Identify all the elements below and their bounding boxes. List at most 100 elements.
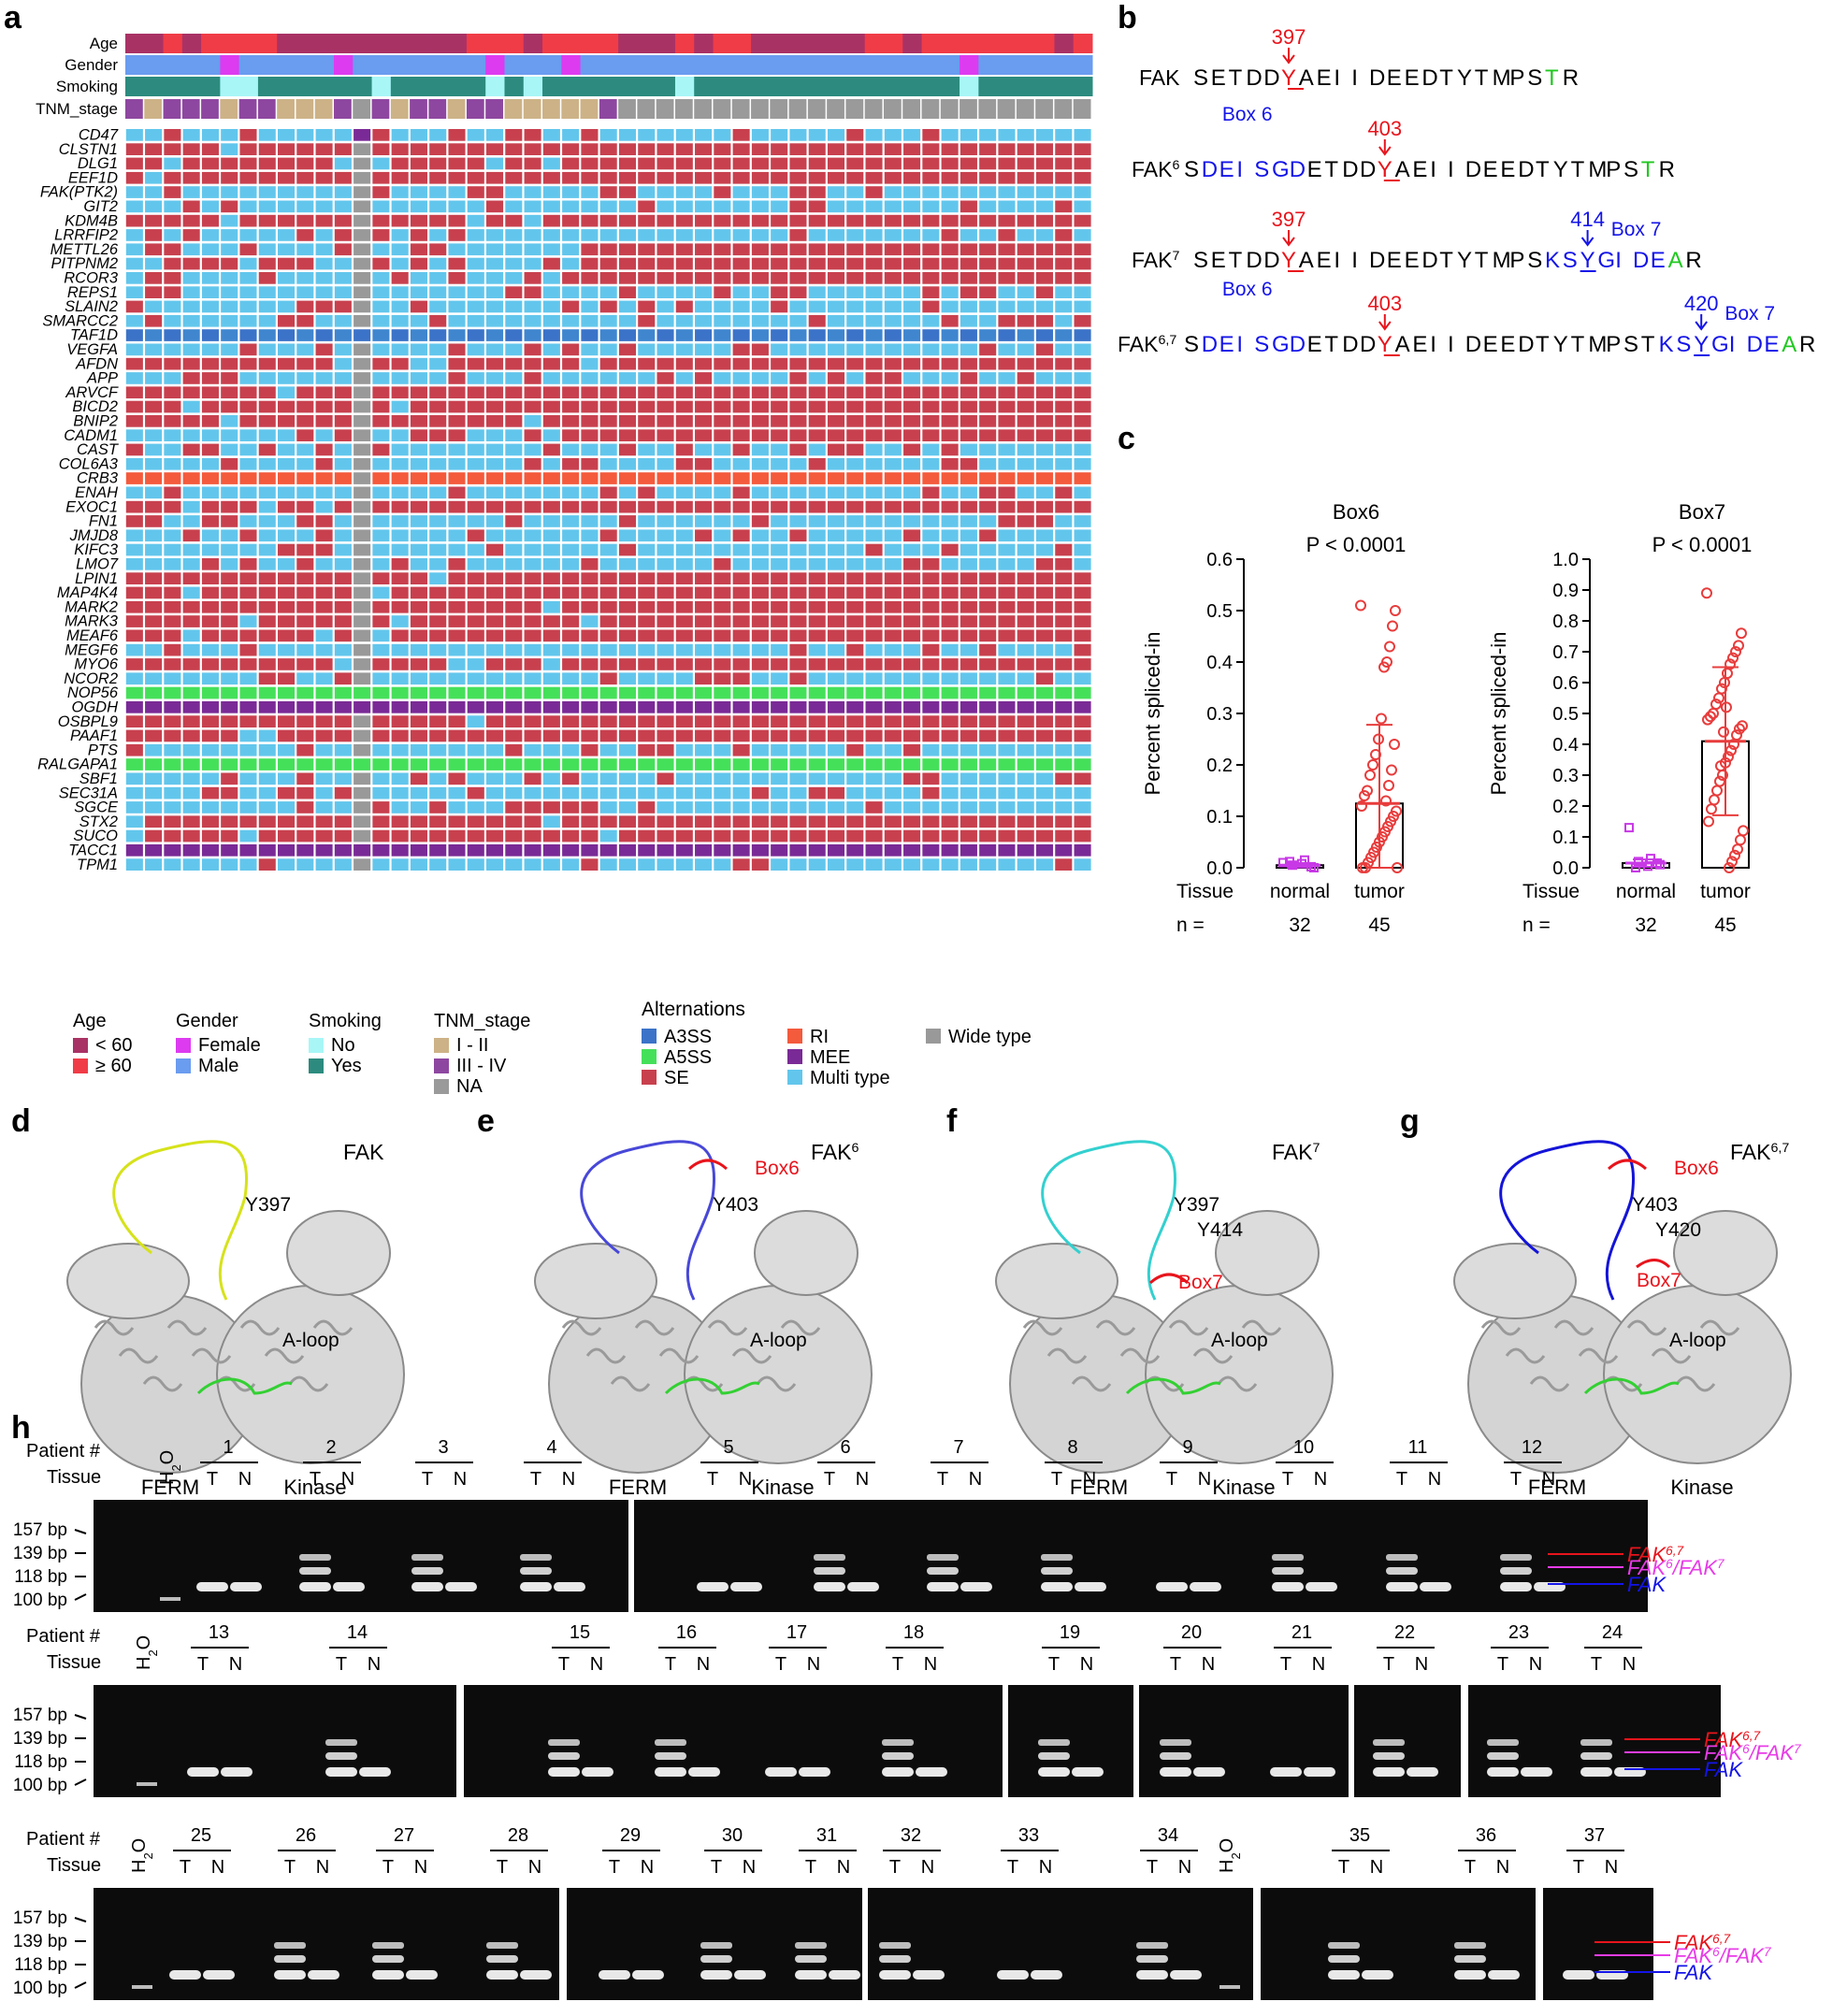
heatmap-cell — [941, 343, 959, 356]
heatmap-cell — [618, 400, 637, 413]
tnm-cell — [674, 99, 693, 119]
heatmap-cell — [941, 615, 959, 627]
patient-number: 17 — [786, 1622, 807, 1643]
heatmap-cell — [941, 200, 959, 213]
heatmap-cell — [941, 572, 959, 584]
heatmap-cell — [448, 457, 466, 470]
heatmap-cell — [714, 672, 731, 685]
heatmap-cell — [486, 457, 504, 470]
heatmap-cell — [486, 758, 504, 770]
heatmap-cell — [542, 829, 560, 842]
band-T-fak67 — [299, 1554, 331, 1561]
heatmap-cell — [391, 472, 409, 484]
smoking-cell — [1073, 77, 1093, 96]
heatmap-cell — [315, 801, 333, 814]
heatmap-cell — [771, 729, 788, 742]
heatmap-cell — [998, 586, 1016, 599]
heatmap-cell — [125, 629, 143, 642]
tumor-point — [1357, 862, 1368, 873]
heatmap-cell — [354, 186, 371, 198]
heatmap-cell — [789, 858, 807, 871]
heatmap-cell — [599, 200, 617, 213]
heatmap-cell — [201, 372, 219, 384]
age-cell — [277, 34, 296, 53]
band-T-fak67 — [700, 1942, 732, 1949]
heatmap-cell — [182, 701, 200, 713]
age-cell — [1073, 34, 1093, 53]
tumor-point — [1384, 641, 1395, 653]
heatmap-cell — [125, 314, 143, 327]
tnm-cell — [978, 99, 997, 119]
heatmap-cell — [789, 600, 807, 613]
chart-title: Box7 — [1679, 500, 1725, 524]
heatmap-cell — [277, 272, 296, 284]
heatmap-cell — [201, 314, 219, 327]
heatmap-cell — [334, 357, 352, 370]
heatmap-cell — [903, 472, 921, 484]
heatmap-cell — [505, 143, 523, 155]
legend-alt-swatch — [642, 1029, 657, 1044]
tnm-cell — [428, 99, 447, 119]
heatmap-cell — [695, 486, 713, 499]
heatmap-cell — [334, 429, 352, 441]
heatmap-cell — [1055, 686, 1073, 699]
heatmap-cell — [239, 701, 257, 713]
heatmap-cell — [277, 758, 296, 770]
heatmap-cell — [827, 357, 845, 370]
heatmap-cell — [429, 572, 447, 584]
heatmap-cell — [467, 314, 484, 327]
heatmap-cell — [675, 129, 693, 141]
heatmap-cell — [524, 214, 541, 227]
gender-cell — [731, 55, 752, 75]
heatmap-cell — [354, 171, 371, 184]
heatmap-cell — [771, 243, 788, 256]
heatmap-cell — [695, 643, 713, 656]
heatmap-cell — [315, 386, 333, 399]
heatmap-cell — [941, 143, 959, 155]
heatmap-cell — [542, 815, 560, 828]
heatmap-cell — [599, 257, 617, 270]
heatmap-cell — [581, 357, 599, 370]
heatmap-cell — [1055, 214, 1073, 227]
heatmap-cell — [1035, 314, 1054, 327]
heatmap-cell — [201, 629, 219, 642]
heatmap-cell — [771, 572, 788, 584]
tnm-cell — [637, 99, 656, 119]
heatmap-cell — [638, 143, 656, 155]
heatmap-cell — [542, 400, 560, 413]
seq-letter: I — [1351, 248, 1358, 273]
legend-age-title: Age — [73, 1011, 107, 1031]
heatmap-cell — [675, 329, 693, 341]
gene-label: METTL26 — [51, 241, 119, 258]
heatmap-cell — [524, 715, 541, 727]
heatmap-cell — [448, 286, 466, 298]
heatmap-cell — [334, 615, 352, 627]
heatmap-cell — [1017, 429, 1034, 441]
heatmap-cell — [372, 701, 390, 713]
heatmap-cell — [125, 529, 143, 542]
heatmap-cell — [865, 615, 883, 627]
heatmap-cell — [638, 572, 656, 584]
heatmap-cell — [391, 543, 409, 556]
structure-name: FAK — [343, 1140, 384, 1164]
heatmap-cell — [354, 386, 371, 399]
heatmap-cell — [941, 171, 959, 184]
heatmap-cell — [657, 758, 674, 770]
heatmap-cell — [960, 729, 977, 742]
heatmap-cell — [998, 558, 1016, 570]
heatmap-cell — [657, 815, 674, 828]
heatmap-cell — [277, 400, 296, 413]
heatmap-cell — [998, 272, 1016, 284]
heatmap-cell — [638, 686, 656, 699]
tumor-point — [1718, 726, 1729, 738]
heatmap-cell — [201, 686, 219, 699]
band-T-fak — [655, 1767, 686, 1777]
heatmap-cell — [410, 314, 427, 327]
heatmap-cell — [429, 758, 447, 770]
heatmap-cell — [334, 515, 352, 527]
band-T-fak6 — [1386, 1567, 1418, 1575]
heatmap-cell — [467, 457, 484, 470]
band-T-fak6 — [325, 1752, 357, 1760]
heatmap-cell — [221, 572, 238, 584]
legend-smoking-title: Smoking — [309, 1011, 382, 1031]
